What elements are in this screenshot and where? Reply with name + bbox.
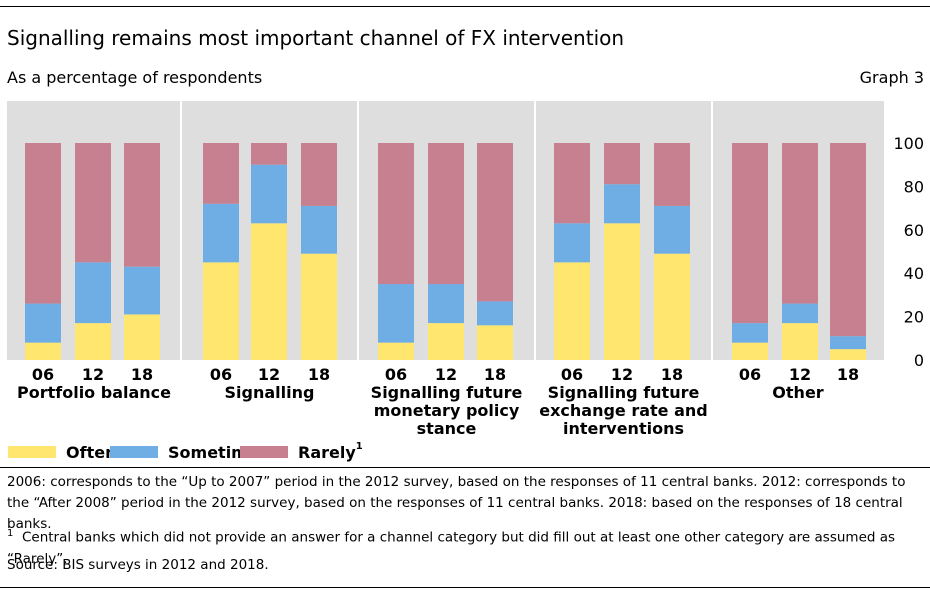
bar-segment-rarely [251, 143, 287, 165]
bar-segment-rarely [75, 143, 111, 263]
legend-item-often: Often [8, 443, 116, 462]
bar-segment-often [477, 325, 513, 360]
bar-segment-often [203, 262, 239, 360]
bottom-rule [0, 587, 930, 588]
bar-segment-rarely [604, 143, 640, 185]
x-tick-label: 12 [258, 365, 280, 384]
bar-segment-sometimes [203, 203, 239, 263]
bar-segment-often [554, 262, 590, 360]
bar-segment-often [654, 253, 690, 360]
y-tick-label: 40 [904, 264, 924, 283]
bar-segment-often [25, 342, 61, 360]
y-tick-label: 60 [904, 221, 924, 240]
bar-segment-sometimes [604, 184, 640, 224]
bar-segment-often [604, 223, 640, 360]
footnote-mark: 1 [7, 528, 14, 539]
bar-segment-often [830, 349, 866, 360]
x-tick-label: 18 [661, 365, 683, 384]
bar-segment-sometimes [428, 284, 464, 324]
bar-segment-rarely [782, 143, 818, 304]
notes-text: 2006: corresponds to the “Up to 2007” pe… [7, 474, 906, 532]
bar-segment-often [732, 342, 768, 360]
bar-segment-sometimes [477, 301, 513, 326]
legend-swatch-rarely [240, 446, 288, 458]
group-label: monetary policy [374, 401, 520, 420]
y-tick-label: 0 [914, 351, 924, 370]
group-label: exchange rate and [539, 401, 708, 420]
bar-segment-rarely [830, 143, 866, 337]
y-tick-label: 100 [893, 134, 924, 153]
y-tick-label: 20 [904, 308, 924, 327]
bar-segment-rarely [654, 143, 690, 206]
bar-segment-sometimes [75, 262, 111, 324]
y-tick-label: 80 [904, 177, 924, 196]
chart-title: Signalling remains most important channe… [7, 26, 625, 50]
footnote-text: Central banks which did not provide an a… [7, 529, 896, 567]
legend-swatch-sometimes [110, 446, 158, 458]
bar-segment-sometimes [782, 303, 818, 324]
chart-subtitle: As a percentage of respondents [7, 68, 263, 87]
group-label: Signalling future [371, 383, 523, 402]
bar-segment-sometimes [124, 266, 160, 315]
bar-segment-often [428, 323, 464, 360]
bar-segment-sometimes [301, 205, 337, 254]
bar-segment-rarely [301, 143, 337, 206]
graph-label: Graph 3 [859, 68, 924, 87]
bar-segment-rarely [477, 143, 513, 302]
group-label: Signalling future [548, 383, 700, 402]
group-label: Signalling [225, 383, 315, 402]
bar-segment-often [378, 342, 414, 360]
x-tick-label: 06 [561, 365, 583, 384]
bar-segment-rarely [124, 143, 160, 267]
x-tick-label: 12 [611, 365, 633, 384]
bar-segment-rarely [203, 143, 239, 204]
bar-segment-sometimes [830, 336, 866, 350]
bar-segment-often [782, 323, 818, 360]
bar-segment-often [124, 314, 160, 360]
bar-segment-sometimes [654, 205, 690, 254]
bar-segment-sometimes [25, 303, 61, 343]
legend-swatch-often [8, 446, 56, 458]
legend-label-rarely: Rarely [298, 442, 356, 462]
bar-segment-rarely [732, 143, 768, 324]
bar-segment-sometimes [251, 164, 287, 224]
x-tick-label: 06 [32, 365, 54, 384]
x-tick-label: 06 [385, 365, 407, 384]
x-tick-label: 06 [210, 365, 232, 384]
x-tick-label: 06 [739, 365, 761, 384]
bar-segment-often [75, 323, 111, 360]
x-tick-label: 18 [131, 365, 153, 384]
x-tick-label: 12 [435, 365, 457, 384]
legend-label-often: Often [66, 442, 117, 462]
top-rule [0, 6, 930, 7]
bar-segment-rarely [554, 143, 590, 224]
group-label: interventions [563, 419, 684, 438]
group-label: Portfolio balance [17, 383, 171, 402]
bar-segment-sometimes [554, 223, 590, 263]
bar-segment-sometimes [378, 284, 414, 343]
x-tick-label: 12 [789, 365, 811, 384]
group-label: stance [417, 419, 477, 438]
footnote: 1 Central banks which did not provide an… [7, 523, 927, 570]
bar-segment-rarely [25, 143, 61, 304]
bar-segment-rarely [378, 143, 414, 285]
legend-footnote-mark: 1 [355, 440, 363, 452]
bar-segment-rarely [428, 143, 464, 285]
x-tick-label: 18 [837, 365, 859, 384]
group-label: Other [772, 383, 823, 402]
x-tick-label: 12 [82, 365, 104, 384]
bar-segment-often [301, 253, 337, 360]
legend-item-rarely: Rarely 1 [240, 440, 363, 462]
x-tick-label: 18 [484, 365, 506, 384]
bar-segment-often [251, 223, 287, 360]
x-tick-label: 18 [308, 365, 330, 384]
source-text: Source: BIS surveys in 2012 and 2018. [7, 557, 269, 573]
bar-segment-sometimes [732, 323, 768, 343]
notes-rule [0, 467, 930, 468]
legend: Often Sometimes Rarely 1 [0, 441, 930, 463]
